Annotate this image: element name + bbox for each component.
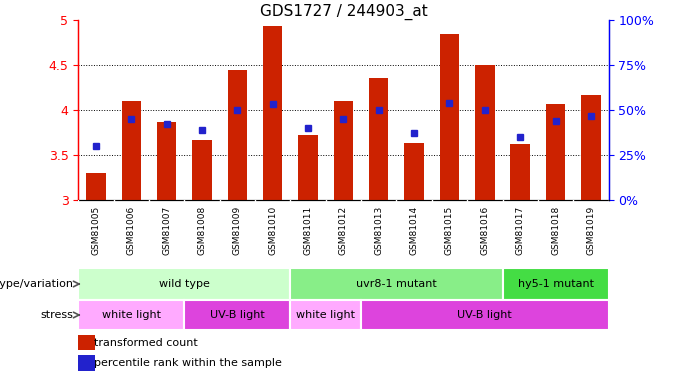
Bar [503, 268, 609, 300]
Text: GSM81015: GSM81015 [445, 206, 454, 255]
Bar [290, 300, 361, 330]
Text: GSM81019: GSM81019 [586, 206, 596, 255]
Text: GSM81013: GSM81013 [374, 206, 384, 255]
Text: wild type: wild type [159, 279, 209, 289]
Text: GSM81005: GSM81005 [91, 206, 101, 255]
Text: uvr8-1 mutant: uvr8-1 mutant [356, 279, 437, 289]
Text: GSM81011: GSM81011 [303, 206, 313, 255]
Title: GDS1727 / 244903_at: GDS1727 / 244903_at [260, 4, 427, 20]
Bar [475, 65, 494, 200]
Text: GSM81007: GSM81007 [162, 206, 171, 255]
Text: GSM81006: GSM81006 [126, 206, 136, 255]
Bar [78, 268, 290, 300]
Bar [78, 355, 95, 370]
Text: stress: stress [40, 310, 73, 320]
Bar [405, 143, 424, 200]
Bar [369, 78, 388, 200]
Text: GSM81009: GSM81009 [233, 206, 242, 255]
Bar [78, 300, 184, 330]
Text: white light: white light [296, 310, 355, 320]
Text: GSM81017: GSM81017 [515, 206, 525, 255]
Text: white light: white light [102, 310, 160, 320]
Bar [86, 173, 105, 200]
Text: GSM81008: GSM81008 [197, 206, 207, 255]
Text: GSM81018: GSM81018 [551, 206, 560, 255]
Text: percentile rank within the sample: percentile rank within the sample [94, 358, 282, 368]
Bar [263, 26, 282, 200]
Bar [361, 300, 609, 330]
Bar [440, 33, 459, 200]
Bar [184, 300, 290, 330]
Bar [228, 70, 247, 200]
Bar [334, 101, 353, 200]
Bar [546, 104, 565, 200]
Text: GSM81010: GSM81010 [268, 206, 277, 255]
Bar [157, 122, 176, 200]
Text: transformed count: transformed count [94, 338, 198, 348]
Text: UV-B light: UV-B light [458, 310, 512, 320]
Bar [511, 144, 530, 200]
Bar [78, 334, 95, 350]
Text: GSM81014: GSM81014 [409, 206, 419, 255]
Text: genotype/variation: genotype/variation [0, 279, 73, 289]
Text: GSM81016: GSM81016 [480, 206, 490, 255]
Text: GSM81012: GSM81012 [339, 206, 348, 255]
Bar [299, 135, 318, 200]
Bar [581, 95, 600, 200]
Bar [192, 140, 211, 200]
Bar [290, 268, 503, 300]
Bar [122, 101, 141, 200]
Text: hy5-1 mutant: hy5-1 mutant [517, 279, 594, 289]
Text: UV-B light: UV-B light [210, 310, 265, 320]
